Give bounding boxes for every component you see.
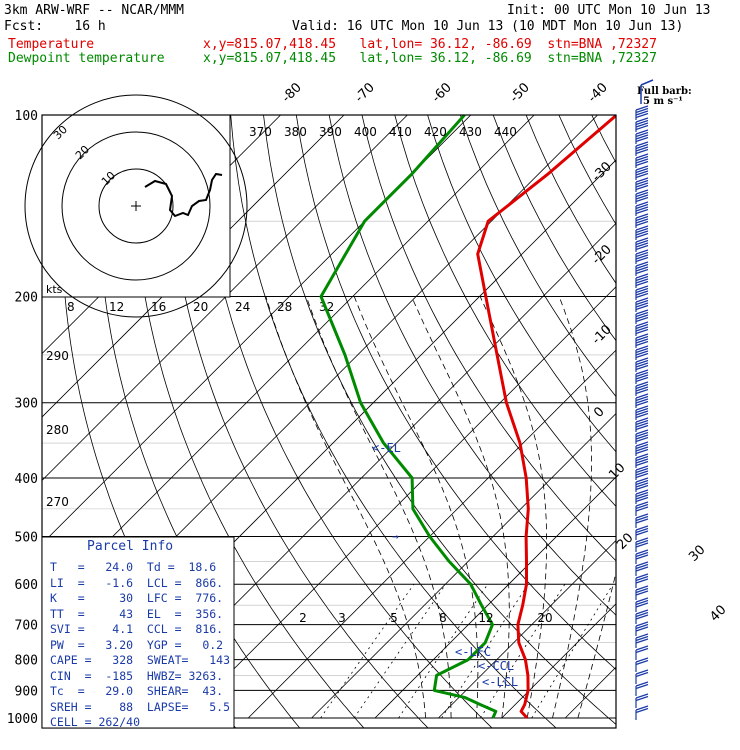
parcel-info-row: SREH = 88 LAPSE= 5.5 [50, 700, 240, 716]
theta-label: 440 [494, 125, 517, 139]
dry-adiabat-line [723, 115, 740, 731]
level-marker: → [392, 530, 399, 543]
isotherm-line [565, 115, 740, 718]
el-annotation: <-EL [372, 441, 401, 455]
isotherm-label: 40 [707, 603, 729, 625]
theta-label: 270 [46, 495, 69, 509]
parcel-info-row: Tc = 29.0 SHEAR= 43. [50, 684, 240, 700]
pressure-tick-label: 600 [15, 578, 38, 593]
mixing-ratio-label: 3 [338, 611, 346, 625]
isotherm-label: -80 [279, 80, 305, 106]
pressure-tick-label: 100 [15, 109, 38, 124]
isotherm-label: 20 [614, 531, 636, 553]
isotherm-label: -70 [352, 80, 378, 106]
parcel-info-row: CAPE = 328 SWEAT= 143 [50, 653, 240, 669]
theta-label: 410 [389, 125, 412, 139]
parcel-info-title: Parcel Info [87, 539, 173, 554]
theta-label: 420 [424, 125, 447, 139]
isotherm-label: 0 [591, 404, 607, 420]
theta-label: 380 [284, 125, 307, 139]
isotherm-label: -40 [585, 80, 611, 106]
pressure-tick-label: 400 [15, 472, 38, 487]
dry-adiabat-line [690, 115, 740, 731]
isotherm-label: -60 [429, 80, 455, 106]
theta-label: 390 [319, 125, 342, 139]
mixing-ratio-label: 2 [299, 611, 307, 625]
theta-label: 430 [459, 125, 482, 139]
isotherm-line [248, 115, 740, 718]
hodograph-speed-tick: 16 [151, 300, 166, 314]
mixing-ratio-label: 20 [537, 611, 552, 625]
parcel-info-row: SVI = 4.1 CCL = 816. [50, 622, 240, 638]
theta-label: 280 [46, 423, 69, 437]
dry-adiabat-line [559, 115, 740, 731]
pressure-tick-label: 500 [15, 530, 38, 545]
dry-adiabat-line [395, 115, 740, 731]
hodograph-speed-tick: 28 [277, 300, 292, 314]
dry-adiabat-line [296, 115, 688, 731]
barb-legend-line2: 5 m s⁻¹ [643, 96, 683, 107]
isotherm-line [692, 115, 740, 718]
isotherm-line [375, 115, 740, 718]
lfc-annotation: <-LFC [455, 645, 491, 659]
pressure-tick-label: 200 [15, 291, 38, 306]
parcel-info-row: CIN = -185 HWBZ= 3263. [50, 669, 240, 685]
isotherm-label: -10 [589, 322, 615, 348]
mixing-ratio-label: 12 [478, 611, 493, 625]
isotherm-label: -30 [589, 159, 615, 185]
barb-legend-flag [641, 80, 653, 85]
dry-adiabat-line [526, 115, 740, 731]
parcel-info-row: TT = 43 EL = 356. [50, 607, 240, 623]
parcel-info-row: PW = 3.20 YGP = 0.2 [50, 638, 240, 654]
dry-adiabat-line [428, 115, 740, 731]
parcel-info-row: LI = -1.6 LCL = 866. [50, 576, 240, 592]
mixing-ratio-label: 8 [439, 611, 447, 625]
isotherm-label: -50 [507, 80, 533, 106]
isotherm-label: 10 [606, 461, 628, 483]
pressure-tick-label: 900 [15, 684, 38, 699]
theta-label: 400 [354, 125, 377, 139]
pressure-tick-label: 700 [15, 619, 38, 634]
mixing-ratio-label: 5 [390, 611, 398, 625]
moist-adiabat-line [306, 297, 451, 719]
temperature-profile [478, 115, 617, 718]
hodograph-speed-tick: 12 [109, 300, 124, 314]
isotherm-line [502, 115, 740, 718]
hodograph-speed-tick: 8 [67, 300, 75, 314]
isotherm-label: 30 [686, 543, 708, 565]
dry-adiabat-line [657, 115, 740, 731]
parcel-info-row: K = 30 LFC = 776. [50, 591, 240, 607]
isotherm-line [185, 115, 740, 718]
isotherm-line [312, 115, 740, 718]
lcl-annotation: <-LCL [482, 675, 518, 689]
hodograph-speed-tick: 20 [193, 300, 208, 314]
ccl-annotation: <-CCL [478, 659, 514, 673]
pressure-tick-label: 800 [15, 654, 38, 669]
dry-adiabat-line [592, 115, 740, 731]
theta-label: 290 [46, 349, 69, 363]
parcel-info-row: CELL = 262/40 [50, 715, 240, 731]
parcel-info-row: T = 24.0 Td = 18.6 [50, 560, 240, 576]
pressure-tick-label: 300 [15, 397, 38, 412]
dry-adiabat-line [362, 115, 740, 731]
dry-adiabat-line [231, 115, 560, 731]
hodograph-units-label: kts [46, 283, 63, 296]
pressure-tick-label: 1000 [7, 712, 38, 727]
hodograph-speed-tick: 24 [235, 300, 250, 314]
dry-adiabat-line [460, 115, 740, 731]
theta-label: 370 [249, 125, 272, 139]
